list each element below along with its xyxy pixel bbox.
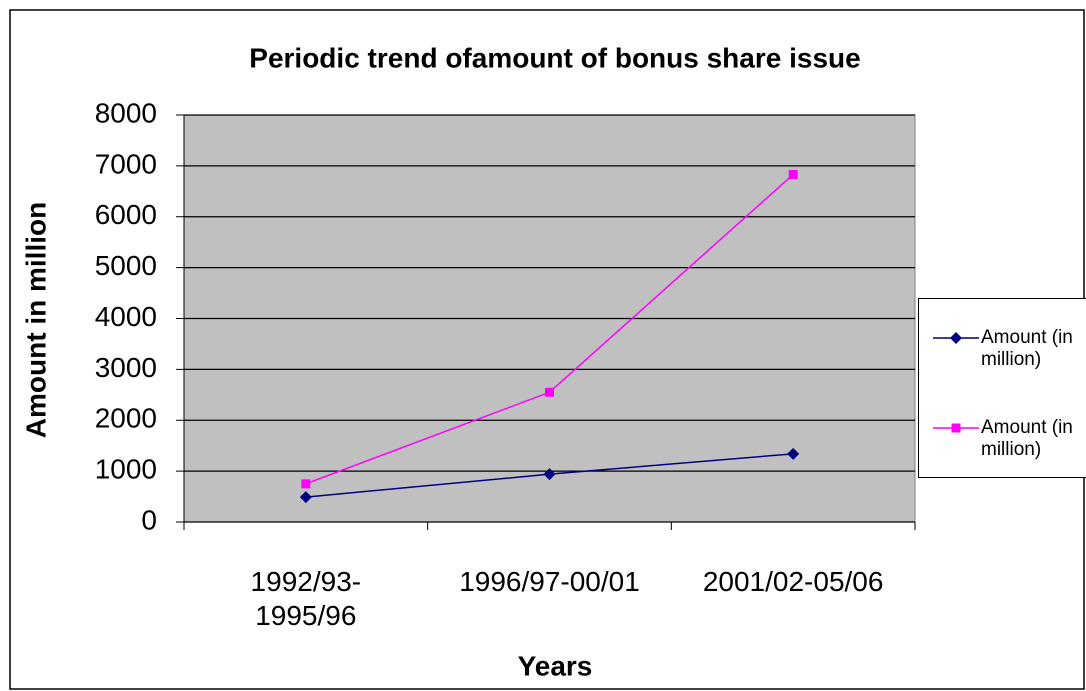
point (545, 387, 554, 397)
y-tick-label: 8000 (95, 97, 157, 128)
point (788, 170, 798, 180)
y-tick-label: 4000 (95, 301, 157, 332)
x-tick-label: 2001/02-05/06 (702, 566, 884, 597)
legend-entry: Amount (in million) (919, 417, 1086, 477)
legend-marker (950, 332, 962, 344)
legend-marker (951, 423, 961, 433)
legend: Amount (in million) Amount (in million) (918, 298, 1086, 478)
y-tick-label: 2000 (95, 403, 157, 434)
x-tick-label: 1996/97-00/01 (459, 566, 640, 597)
y-tick-label: 3000 (95, 352, 157, 383)
y-tick-label: 5000 (95, 250, 157, 281)
legend-label: Amount (in million) (981, 417, 1073, 460)
y-tick-label: 1000 (95, 454, 157, 485)
y-axis-label: Amount in million (20, 202, 51, 438)
legend-swatch (933, 332, 979, 344)
legend-label: Amount (in million) (981, 327, 1073, 370)
point (787, 447, 800, 460)
point (299, 491, 312, 504)
y-tick-label: 0 (141, 504, 157, 535)
point (543, 468, 556, 481)
y-tick-label: 6000 (95, 199, 157, 230)
legend-swatch (933, 423, 979, 433)
point (301, 479, 311, 489)
legend-entry: Amount (in million) (919, 327, 1086, 387)
x-tick-label: 1992/93-1995/96 (250, 566, 362, 631)
x-axis-label: Years (518, 650, 593, 681)
chart-title: Periodic trend ofamount of bonus share i… (249, 42, 860, 73)
y-tick-label: 7000 (95, 148, 157, 179)
